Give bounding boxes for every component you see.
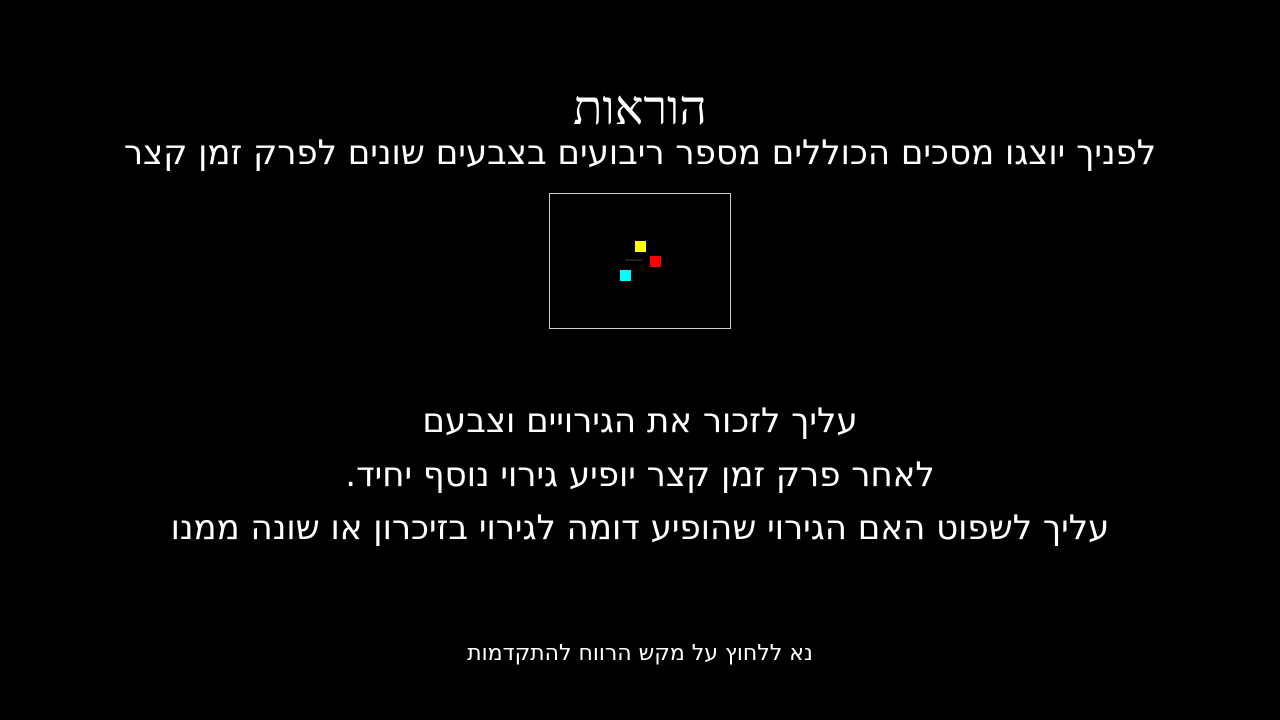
- red-square: [650, 256, 661, 267]
- example-stimulus-box: Focus here: [549, 193, 731, 329]
- example-tiny-label: Focus here: [626, 258, 643, 262]
- page-title: הוראות: [573, 80, 707, 136]
- instruction-line-3: עליך לשפוט האם הגירוי שהופיע דומה לגירוי…: [170, 508, 1110, 548]
- instruction-line-2: לאחר פרק זמן קצר יופיע גירוי נוסף יחיד.: [345, 455, 935, 495]
- page-subtitle: לפניך יוצגו מסכים הכוללים מספר ריבועים ב…: [123, 133, 1157, 173]
- yellow-square: [635, 241, 646, 252]
- cyan-square: [620, 270, 631, 281]
- instruction-line-1: עליך לזכור את הגירויים וצבעם: [422, 401, 858, 441]
- continue-prompt: נא ללחוץ על מקש הרווח להתקדמות: [467, 641, 813, 666]
